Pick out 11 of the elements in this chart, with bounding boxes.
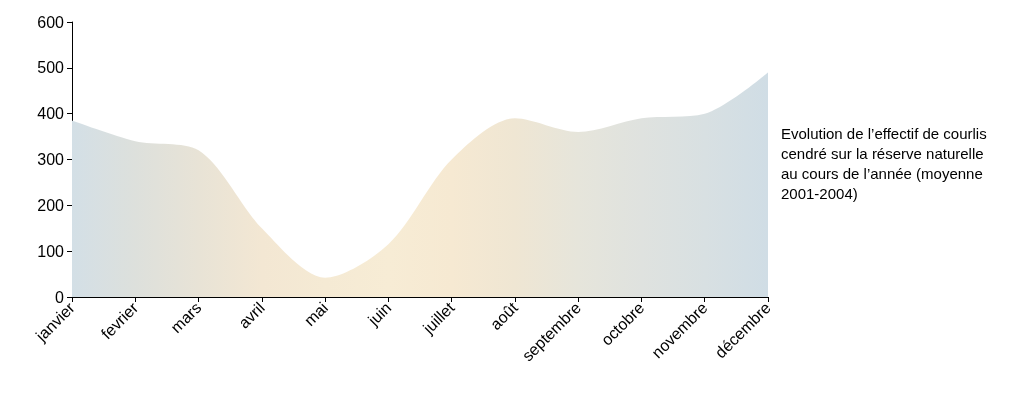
x-tick-label: juin xyxy=(364,298,395,330)
y-tick-label: 300 xyxy=(37,151,65,168)
y-tick-label: 400 xyxy=(37,105,65,123)
x-tick-label: mai xyxy=(300,298,332,330)
y-tick-label: 600 xyxy=(37,13,65,31)
text: Evolution de l’effectif de courlis cendré sur la réserve naturelle au cours de l’année (moyenne 2001-2004) xyxy=(781,124,991,202)
y-tick-label: 200 xyxy=(37,196,65,214)
y-tick-label: 500 xyxy=(37,59,65,77)
y-tick-label: 0 xyxy=(55,288,65,306)
y-tick-label: 100 xyxy=(37,242,65,260)
x-tick-label: août xyxy=(486,298,522,334)
